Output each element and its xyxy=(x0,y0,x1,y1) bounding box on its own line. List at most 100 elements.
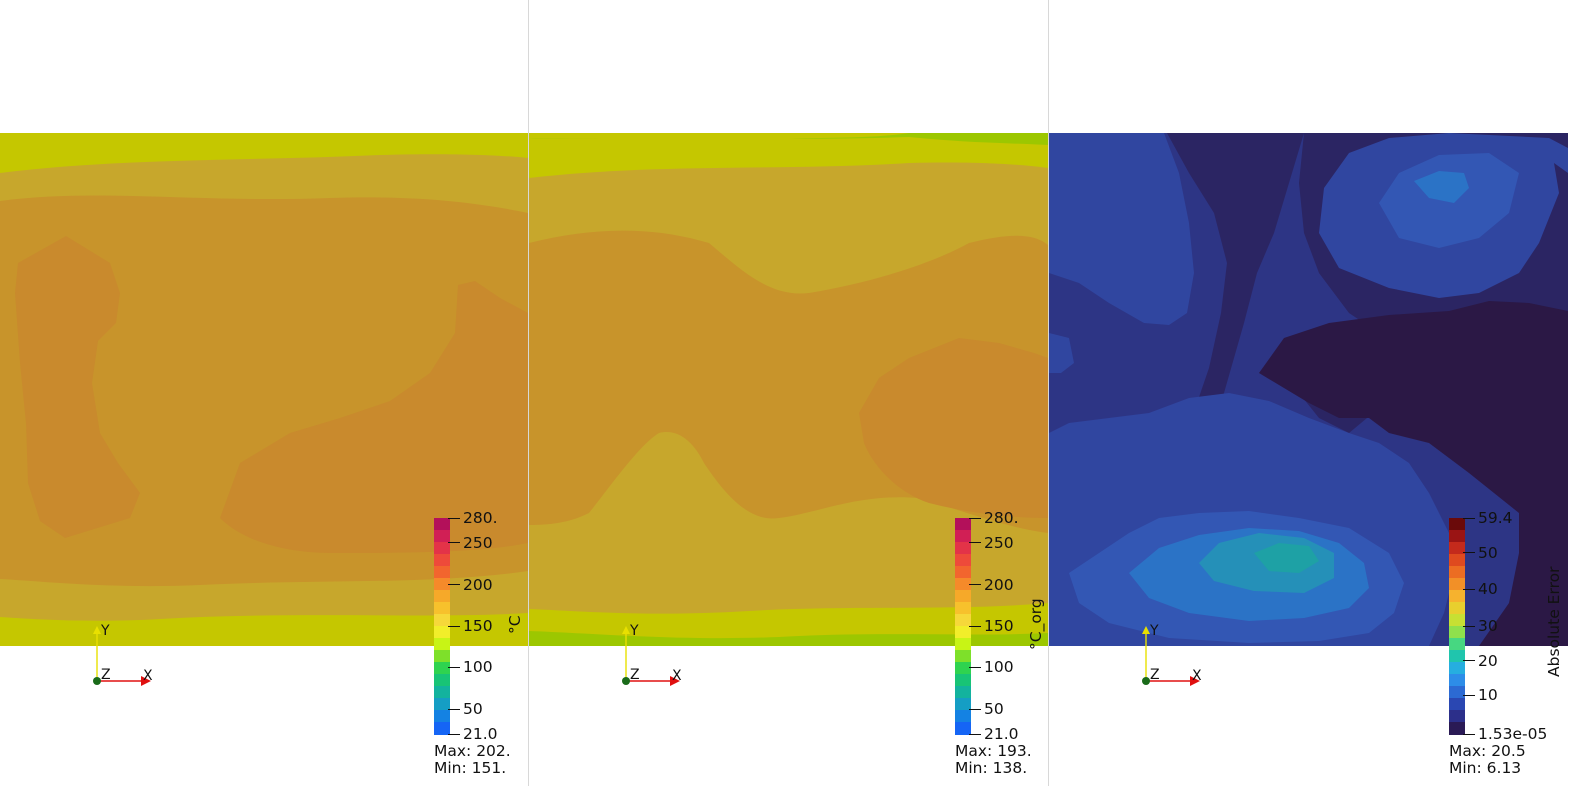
contour-field-original[interactable] xyxy=(529,133,1048,646)
axis-x-label: X xyxy=(672,668,682,684)
colorbar-swatch xyxy=(955,710,971,723)
colorbar-tick-label: 50 xyxy=(463,700,483,719)
colorbar-tick-mark xyxy=(448,542,460,544)
colorbar-swatch xyxy=(434,566,450,579)
colorbar-tick-label: 100 xyxy=(984,658,1014,677)
colorbar-tick-mark xyxy=(969,542,981,544)
colorbar-swatch xyxy=(434,578,450,591)
colorbar-tick-label: 280. xyxy=(984,509,1019,527)
colorbar-swatch xyxy=(1449,530,1465,543)
colorbar-tick-mark xyxy=(448,666,460,668)
colorbar-swatch xyxy=(434,614,450,627)
min-label: Min: 138. xyxy=(955,759,1028,777)
colorbar-swatch xyxy=(1449,638,1465,651)
axis-x-label: X xyxy=(143,668,153,684)
colorbar-swatch xyxy=(955,686,971,699)
colorbar-tick-mark xyxy=(969,733,981,735)
colorbar-swatch xyxy=(955,674,971,687)
colorbar-tick-mark xyxy=(1463,588,1475,590)
colorbar-tick-mark xyxy=(969,708,981,710)
axis-z-label: Z xyxy=(101,667,111,683)
axis-y-label: Y xyxy=(1150,623,1159,639)
colorbar-tick-mark xyxy=(1463,517,1475,519)
view-divider[interactable] xyxy=(1048,0,1049,786)
colorbar-tick-label: 59.4 xyxy=(1478,509,1513,527)
colorbar-swatch xyxy=(955,698,971,711)
colorbar-tick-label: 21.0 xyxy=(984,725,1019,743)
colorbar-swatch xyxy=(1449,710,1465,723)
colorbar-tick-label: 200 xyxy=(463,575,493,594)
colorbar-tick-label: 40 xyxy=(1478,580,1498,599)
colorbar-swatch xyxy=(955,530,971,543)
colorbar-swatch xyxy=(1449,542,1465,555)
colorbar-tick-label: 21.0 xyxy=(463,725,498,743)
orientation-axes: Y Z X xyxy=(614,620,704,695)
colorbar-swatch xyxy=(434,638,450,651)
colorbar-swatch xyxy=(434,698,450,711)
colorbar-swatch xyxy=(434,602,450,615)
colorbar-swatch xyxy=(434,542,450,555)
contour-field-predicted[interactable] xyxy=(0,133,528,646)
colorbar-gradient xyxy=(434,518,450,735)
colorbar-tick-label: 10 xyxy=(1478,686,1498,705)
colorbar-tick-label: 200 xyxy=(984,575,1014,594)
colorbar-swatch xyxy=(955,578,971,591)
colorbar-swatch xyxy=(955,638,971,651)
colorbar-tick-mark xyxy=(1463,660,1475,662)
colorbar-title: °C_org xyxy=(1027,598,1045,650)
colorbar-swatch xyxy=(1449,626,1465,639)
colorbar-swatch xyxy=(1449,590,1465,603)
axis-x-label: X xyxy=(1192,668,1202,684)
colorbar-swatch xyxy=(955,590,971,603)
colorbar-swatch xyxy=(434,710,450,723)
colorbar-swatch xyxy=(955,662,971,675)
colorbar-tick-label: 100 xyxy=(463,658,493,677)
colorbar-swatch xyxy=(955,566,971,579)
colorbar-swatch xyxy=(434,554,450,567)
colorbar-tick-mark xyxy=(1463,733,1475,735)
colorbar-title: Absolute Error xyxy=(1545,566,1563,677)
colorbar-swatch xyxy=(955,602,971,615)
colorbar-tick-mark xyxy=(448,708,460,710)
colorbar-gradient xyxy=(955,518,971,735)
colorbar-swatch xyxy=(1449,698,1465,711)
render-view-predicted[interactable]: Y Z X 280. 250 200 150 100 50 21.0 °C Max: 202… xyxy=(0,0,528,786)
colorbar-tick-mark xyxy=(448,517,460,519)
axis-y-label: Y xyxy=(630,623,639,639)
colorbar-tick-label: 150 xyxy=(984,617,1014,635)
colorbar-tick-mark xyxy=(969,666,981,668)
colorbar-swatch xyxy=(955,518,971,531)
colorbar-swatch xyxy=(1449,554,1465,567)
colorbar-tick-mark xyxy=(969,625,981,627)
colorbar-swatch xyxy=(434,662,450,675)
colorbar-tick-label: 50 xyxy=(1478,543,1498,562)
render-view-original[interactable]: Y Z X 280. 250 200 150 100 50 21.0 °C_org Max:… xyxy=(529,0,1048,786)
colorbar-swatch xyxy=(1449,614,1465,627)
colorbar-swatch xyxy=(955,626,971,639)
colorbar-swatch xyxy=(434,626,450,639)
colorbar-swatch xyxy=(1449,650,1465,663)
min-label: Min: 151. xyxy=(434,759,507,777)
axis-z-label: Z xyxy=(1150,667,1160,683)
colorbar-tick-label: 150 xyxy=(463,617,493,635)
colorbar-swatch xyxy=(955,650,971,663)
colorbar-tick-mark xyxy=(1463,694,1475,696)
colorbar-swatch xyxy=(955,614,971,627)
max-label: Max: 193. xyxy=(955,742,1032,760)
colorbar-tick-mark xyxy=(448,733,460,735)
colorbar-tick-mark xyxy=(1463,625,1475,627)
render-view-error[interactable]: Y Z X 59.4 50 40 30 20 10 1.53e-05 Absolute Er… xyxy=(1049,0,1582,786)
orientation-axes: Y Z X xyxy=(1134,620,1224,695)
contour-field-error[interactable] xyxy=(1049,133,1568,646)
colorbar-swatch xyxy=(1449,578,1465,591)
colorbar-swatch xyxy=(955,554,971,567)
colorbar-swatch xyxy=(955,722,971,735)
colorbar-tick-label: 250 xyxy=(984,533,1014,552)
colorbar-tick-label: 20 xyxy=(1478,651,1498,670)
colorbar-swatch xyxy=(1449,686,1465,699)
colorbar-tick-label: 50 xyxy=(984,700,1004,719)
colorbar-title: °C xyxy=(506,615,524,634)
colorbar-swatch xyxy=(1449,722,1465,735)
view-divider[interactable] xyxy=(528,0,529,786)
colorbar-tick-label: 1.53e-05 xyxy=(1478,725,1548,743)
